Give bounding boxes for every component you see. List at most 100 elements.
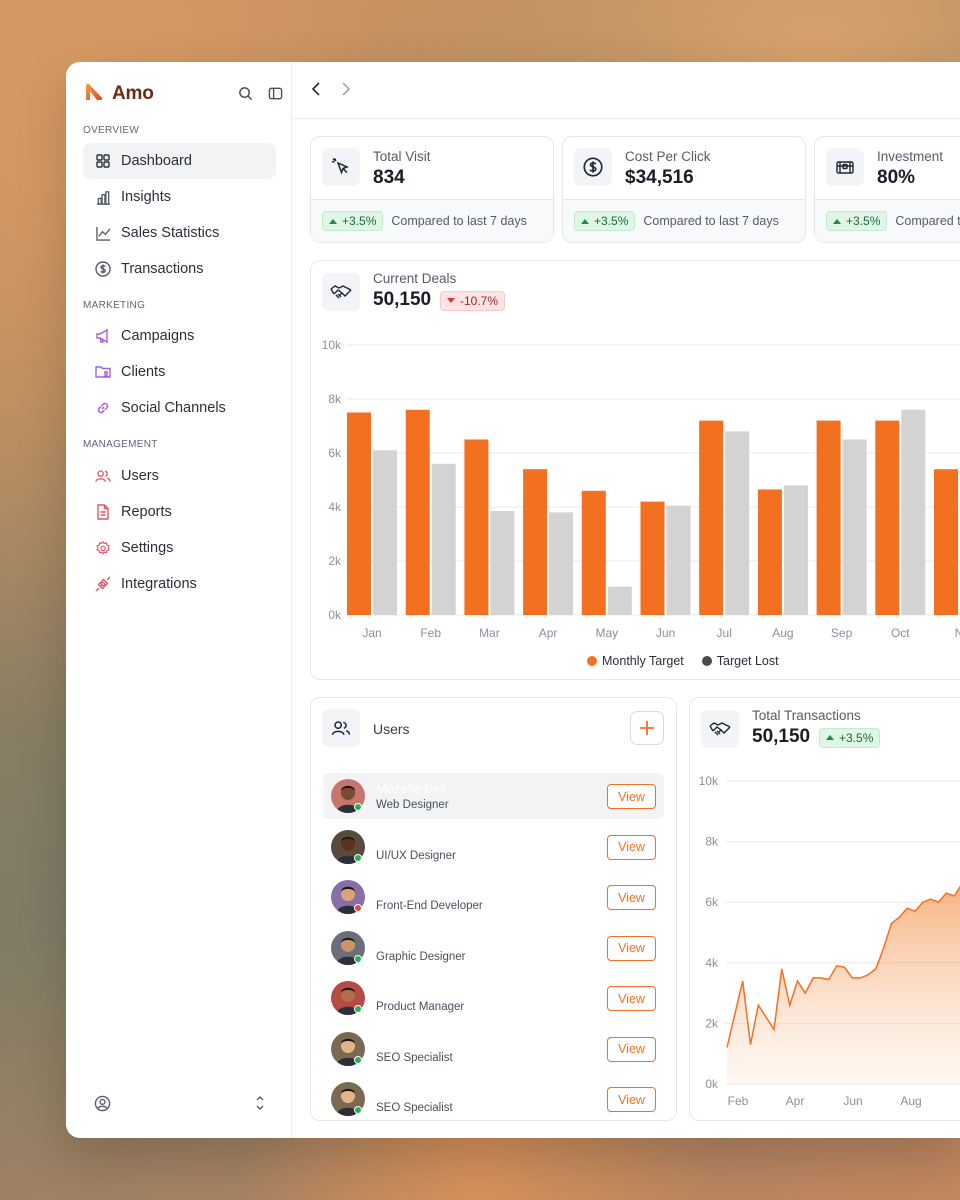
sidebar-item-campaigns[interactable]: Campaigns	[83, 318, 276, 354]
y-tick-label: 0k	[328, 608, 342, 622]
avatar	[331, 1031, 365, 1066]
account-avatar-icon[interactable]	[94, 1095, 111, 1117]
bar-target-lost[interactable]	[549, 512, 574, 615]
dollar-circle-icon	[95, 261, 111, 277]
stat-value: $34,516	[625, 167, 694, 188]
users-card: Users Mozelle Belt Web Designer View UI/UX …	[310, 697, 677, 1121]
bar-target-lost[interactable]	[373, 450, 397, 615]
triangle-up-icon	[833, 218, 841, 224]
legend-dot	[587, 656, 597, 666]
area-line[interactable]	[726, 875, 960, 1048]
bar-target-lost[interactable]	[431, 463, 456, 615]
bar-monthly-target[interactable]	[934, 469, 958, 615]
back-arrow-icon[interactable]	[310, 81, 324, 102]
sidebar-item-label: Social Channels	[121, 400, 226, 416]
view-button[interactable]: View	[607, 1087, 656, 1112]
sidebar-item-insights[interactable]: Insights	[83, 179, 276, 215]
triangle-down-icon	[447, 298, 455, 303]
user-role: Front-End Developer	[376, 900, 483, 912]
status-dot	[354, 1106, 362, 1114]
bar-monthly-target[interactable]	[347, 412, 371, 616]
link-icon	[95, 400, 111, 416]
topbar	[292, 62, 960, 119]
x-tick-label: Jun	[656, 626, 675, 640]
user-row[interactable]: Front-End Developer View	[323, 874, 664, 920]
bar-monthly-target[interactable]	[640, 501, 665, 615]
change-badge: +3.5%	[574, 211, 636, 231]
y-tick-label: 0k	[705, 1077, 719, 1091]
status-dot	[354, 904, 362, 912]
bar-monthly-target[interactable]	[816, 420, 841, 615]
sidebar-item-settings[interactable]: Settings	[83, 530, 276, 566]
sidebar-toggle-icon[interactable]	[266, 84, 284, 102]
transactions-area-chart: 0k 2k 4k 6k 8k 10k Feb Apr Jun Aug	[699, 774, 960, 1108]
x-tick-label: Jun	[843, 1094, 862, 1108]
view-button[interactable]: View	[607, 1036, 656, 1062]
sidebar-item-transactions[interactable]: Transactions	[83, 251, 276, 287]
chevron-up-down-icon[interactable]	[254, 1094, 266, 1117]
legend-item-target-lost[interactable]: Target Lost	[701, 654, 779, 668]
grid-icon	[95, 153, 111, 169]
sidebar-item-sales-statistics[interactable]: Sales Statistics	[83, 215, 276, 251]
bar-monthly-target[interactable]	[699, 420, 724, 615]
brand[interactable]: Amo	[84, 82, 154, 106]
user-row[interactable]: Mozelle Belt Web Designer View	[323, 773, 664, 819]
sidebar-item-users[interactable]: Users	[83, 458, 276, 494]
view-button[interactable]: View	[607, 784, 656, 809]
bar-target-lost[interactable]	[607, 586, 632, 615]
bar-target-lost[interactable]	[490, 511, 515, 615]
triangle-up-icon	[826, 735, 834, 740]
bar-monthly-target[interactable]	[757, 489, 782, 615]
plug-icon	[95, 576, 111, 592]
section-management: MANAGEMENT	[83, 439, 158, 450]
bar-target-lost[interactable]	[842, 439, 867, 616]
bar-monthly-target[interactable]	[405, 409, 430, 615]
bar-target-lost[interactable]	[783, 485, 808, 615]
sidebar-item-dashboard[interactable]: Dashboard	[83, 143, 276, 179]
user-row[interactable]: UI/UX Designer View	[323, 824, 664, 870]
bar-monthly-target[interactable]	[523, 469, 548, 615]
x-tick-label: Oct	[891, 626, 910, 640]
y-tick-label: 4k	[705, 956, 719, 970]
change-badge: +3.5%	[322, 211, 384, 231]
user-row[interactable]: SEO Specialist View	[323, 1076, 664, 1120]
cursor-click-icon	[322, 148, 360, 186]
stat-label: Cost Per Click	[625, 149, 711, 164]
view-button[interactable]: View	[607, 986, 656, 1011]
sidebar-item-reports[interactable]: Reports	[83, 494, 276, 530]
bar-monthly-target[interactable]	[875, 420, 900, 615]
sidebar-item-integrations[interactable]: Integrations	[83, 566, 276, 602]
forward-arrow-icon[interactable]	[338, 81, 352, 102]
user-row[interactable]: SEO Specialist View	[323, 1026, 664, 1072]
search-icon[interactable]	[236, 84, 254, 102]
bar-monthly-target[interactable]	[464, 439, 489, 616]
view-button[interactable]: View	[607, 834, 656, 860]
sidebar-item-label: Clients	[121, 364, 166, 380]
view-button[interactable]: View	[607, 935, 656, 961]
y-tick-label: 6k	[328, 446, 342, 460]
user-row[interactable]: Graphic Designer View	[323, 925, 664, 971]
brand-logo-icon	[84, 82, 104, 107]
section-marketing: MARKETING	[83, 300, 146, 311]
x-tick-label: May	[595, 626, 618, 640]
chart-legend: Monthly Target Target Lost	[587, 654, 779, 668]
status-dot	[354, 803, 362, 811]
user-role: SEO Specialist	[376, 1102, 453, 1114]
transactions-value: 50,150	[752, 726, 811, 747]
stat-value: 834	[373, 167, 405, 188]
bar-target-lost[interactable]	[901, 409, 926, 615]
user-row[interactable]: Product Manager View	[323, 975, 664, 1021]
view-button[interactable]: View	[607, 885, 656, 910]
bar-target-lost[interactable]	[666, 505, 691, 615]
handshake-icon	[701, 710, 739, 748]
bar-monthly-target[interactable]	[581, 490, 606, 615]
sidebar-item-clients[interactable]: Clients	[83, 354, 276, 390]
triangle-up-icon	[581, 218, 589, 224]
stat-footer: +3.5% Compared to last 7 days	[311, 199, 553, 242]
section-overview: OVERVIEW	[83, 125, 140, 136]
triangle-up-icon	[329, 218, 337, 224]
legend-item-monthly-target[interactable]: Monthly Target	[587, 654, 684, 668]
sidebar-item-social-channels[interactable]: Social Channels	[83, 390, 276, 426]
add-user-button[interactable]	[630, 711, 664, 745]
bar-target-lost[interactable]	[725, 431, 750, 615]
